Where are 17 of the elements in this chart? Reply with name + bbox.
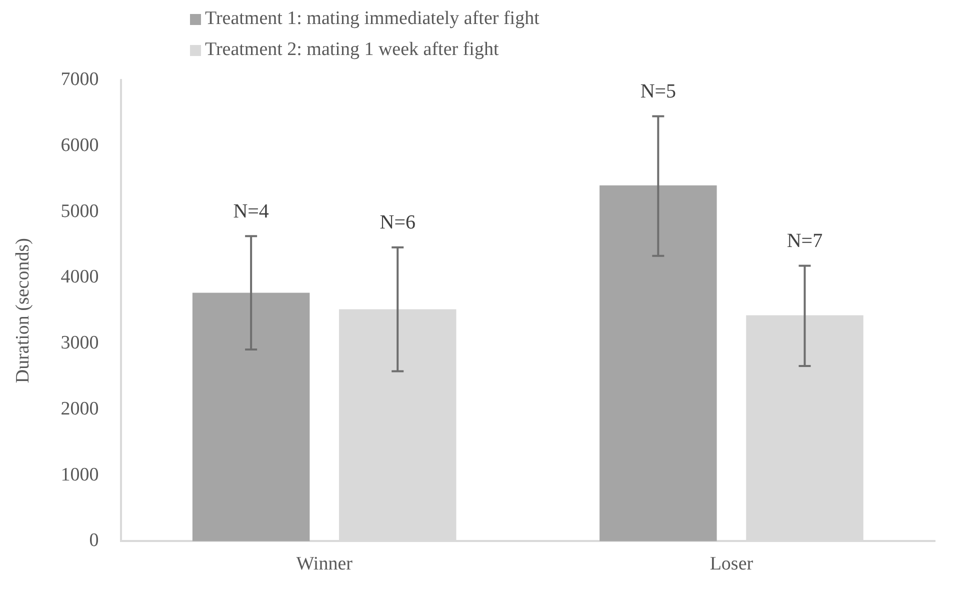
y-tick-label: 2000 [60,398,99,420]
y-tick-label: 0 [89,530,99,552]
y-tick-label: 4000 [60,266,99,288]
y-tick-label: 6000 [60,134,99,156]
annotation: N=4 [233,200,269,222]
x-tick-label: Winner [296,554,354,575]
y-tick-label: 7000 [60,68,99,90]
annotation: N=7 [786,230,823,252]
y-axis-title: Duration (seconds) [12,238,34,384]
y-tick-label: 5000 [60,200,99,222]
annotation: N=6 [380,212,416,234]
legend-label: Treatment 2: mating 1 week after fight [205,39,499,61]
annotation: N=5 [640,80,676,102]
legend-label: Treatment 1: mating immediately after fight [205,8,540,30]
x-tick-label: Loser [710,554,754,575]
y-tick-label: 1000 [60,464,99,486]
y-tick-label: 3000 [60,332,99,354]
